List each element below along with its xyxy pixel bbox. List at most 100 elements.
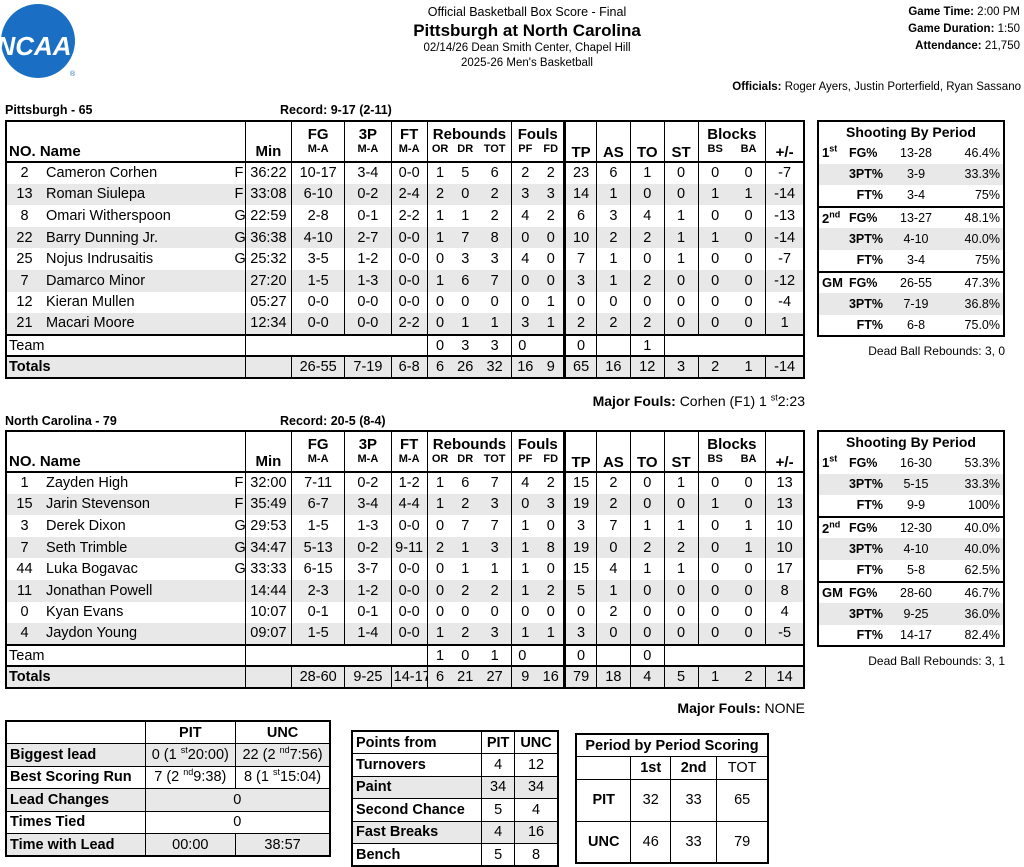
points-from-label: Second Chance	[351, 798, 483, 822]
col-1st: 1st	[630, 756, 671, 780]
player-3p: 3-4	[344, 493, 392, 516]
sbp-ft: 6-8	[906, 318, 926, 333]
player-fg: 7-11	[291, 472, 345, 494]
player-min: 36:22	[244, 162, 292, 184]
player-pf: 3	[511, 183, 539, 206]
player-pf: 0	[511, 601, 539, 624]
player-ft: 2-2	[390, 205, 428, 227]
player-bs: 0	[697, 162, 732, 184]
player-position: G	[234, 561, 246, 578]
col-st: ST	[663, 121, 699, 162]
major-fouls-label: Major Fouls:	[677, 700, 761, 716]
sbp-row-ft: FT% 3-4 75%	[818, 185, 1004, 207]
player-as: 1	[595, 183, 631, 206]
player-bs: 0	[697, 558, 732, 580]
player-pf: 1	[511, 536, 539, 559]
points-from-row: Fast Breaks 4 16	[351, 820, 559, 844]
biggest-lead-label: Biggest lead	[5, 743, 146, 767]
totals-plus-minus: 14	[765, 665, 804, 688]
game-stats-table: PIT UNC Biggest lead 0 (1 st20:00) 22 (2…	[5, 720, 331, 857]
player-tp: 10	[563, 226, 597, 249]
points-from-table: Points from PIT UNC Turnovers 4 12 Paint 34 3…	[351, 730, 559, 867]
player-min: 09:07	[244, 623, 292, 645]
sbp-3p: 9-25	[886, 603, 946, 625]
col-tot: TOT	[483, 453, 506, 465]
player-st: 1	[663, 472, 699, 494]
player-ft: 0-0	[390, 162, 428, 184]
player-plus-minus: 1	[765, 313, 804, 335]
sbp-fg-pct: 46.4%	[964, 145, 1000, 160]
player-fg: 1-5	[291, 623, 345, 645]
sbp-row-ft: FT% 14-17 82.4%	[818, 625, 1004, 647]
sbp-row-ft: FT% 9-9 100%	[818, 495, 1004, 517]
totals-bs: 2	[697, 355, 732, 378]
player-3p: 3-7	[344, 558, 392, 580]
player-fd: 2	[546, 165, 555, 182]
player-tp: 15	[563, 472, 597, 494]
col-ba: BA	[740, 453, 757, 465]
col-fouls: Fouls	[511, 121, 565, 143]
team-tp: 0	[563, 333, 597, 357]
player-tp: 0	[563, 601, 597, 624]
player-pf: 2	[511, 162, 539, 184]
team-header: Pittsburgh - 65	[5, 103, 93, 117]
col-as: AS	[595, 431, 631, 472]
player-min: 35:49	[244, 493, 292, 516]
sbp-ft-pct: 82.4%	[964, 628, 1000, 643]
player-fg: 6-10	[291, 183, 345, 206]
player-as: 6	[595, 162, 631, 184]
player-position	[232, 292, 245, 314]
sbp-3p: 3-9	[886, 163, 946, 186]
player-pf: 0	[511, 226, 539, 249]
player-plus-minus: 13	[765, 493, 804, 516]
period-team-unc: UNC	[575, 820, 632, 864]
player-as: 1	[595, 269, 631, 292]
player-to: 2	[629, 536, 665, 559]
player-3p: 0-0	[344, 291, 392, 314]
totals-dr: 21	[452, 665, 478, 688]
player-min: 27:20	[244, 269, 292, 292]
player-name: Roman Siulepa	[41, 183, 233, 206]
player-plus-minus: -7	[765, 162, 804, 184]
player-name: Derek Dixon	[45, 517, 126, 534]
player-min: 33:08	[244, 183, 292, 206]
player-st: 0	[663, 183, 699, 206]
player-3p: 1-3	[344, 515, 392, 537]
col-bs: BS	[697, 453, 732, 472]
team-record: Record: 9-17 (2-11)	[280, 103, 392, 117]
totals-to: 12	[629, 355, 665, 378]
period-2nd-pit: 33	[669, 778, 718, 822]
player-fd: 1	[546, 294, 555, 311]
player-tp: 6	[563, 205, 597, 227]
player-name: Seth Trimble	[41, 536, 233, 559]
col-fg-ma: M-A	[291, 143, 345, 162]
player-tp: 0	[563, 291, 597, 314]
player-fg: 2-8	[291, 205, 345, 227]
team-to: 0	[629, 643, 665, 667]
player-reb-tot: 6	[490, 165, 499, 182]
team-header: North Carolina - 79	[5, 414, 117, 428]
player-ft: 0-0	[390, 579, 428, 602]
sbp-3p-pct: 33.3%	[946, 163, 1004, 186]
date-venue: 02/14/26 Dean Smith Center, Chapel Hill	[423, 42, 631, 54]
player-plus-minus: -4	[765, 291, 804, 314]
player-number: 12	[16, 294, 33, 311]
col-as: AS	[595, 121, 631, 162]
col-no-name: NO. Name	[9, 143, 81, 160]
sbp-fg-pct: 40.0%	[946, 515, 1004, 539]
player-row: 2 Cameron Corhen F 36:22 10-17 3-4 0-0 1 5 6 2 2 23 6…	[6, 162, 804, 184]
team-pf: 0	[511, 333, 539, 357]
player-3p: 1-3	[344, 269, 392, 292]
player-number: 44	[16, 561, 33, 578]
sbp-period: 2nd	[818, 515, 846, 539]
player-3p: 0-1	[344, 205, 392, 227]
player-dr: 5	[461, 165, 470, 182]
player-position: F	[234, 165, 244, 182]
player-number: 8	[20, 207, 29, 224]
player-to: 0	[629, 493, 665, 516]
player-fg: 6-7	[291, 493, 345, 516]
player-to: 2	[629, 269, 665, 292]
player-as: 7	[595, 515, 631, 537]
player-dr: 7	[452, 226, 478, 249]
player-name: Macari Moore	[41, 313, 233, 335]
